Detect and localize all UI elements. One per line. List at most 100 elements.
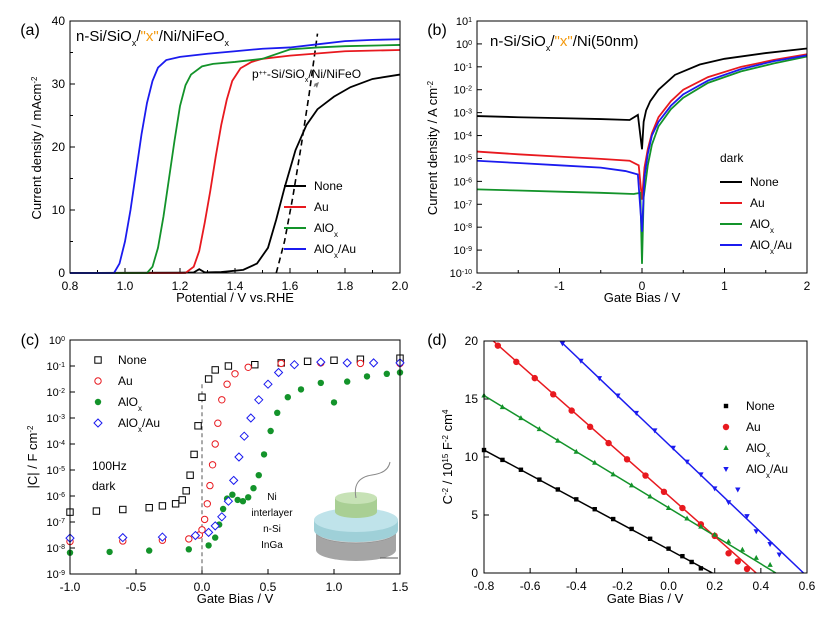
data-point-aloxau bbox=[210, 521, 220, 531]
series-line-aloxau bbox=[476, 54, 808, 232]
y-tick-label: 10-6 bbox=[454, 176, 473, 188]
data-point-alox bbox=[363, 373, 371, 380]
reference-curve bbox=[275, 33, 319, 274]
data-point-au bbox=[208, 461, 217, 469]
data-point-au bbox=[679, 504, 686, 512]
panel-title: n-Si/SiOx/"x"/Ni(50nm) bbox=[490, 33, 639, 53]
y-tick-label: 10-3 bbox=[47, 413, 66, 425]
data-point-none bbox=[303, 357, 312, 366]
data-point-alox bbox=[725, 538, 732, 544]
y-tick-label: 10-3 bbox=[454, 108, 473, 120]
y-tick-label: 5 bbox=[471, 508, 478, 522]
data-point-alox bbox=[344, 378, 351, 385]
legend-label: AlOx bbox=[750, 217, 774, 235]
data-point-alox bbox=[383, 370, 390, 377]
data-point-none bbox=[680, 553, 685, 559]
x-tick-label: 0.0 bbox=[194, 580, 211, 594]
plot-frame bbox=[483, 340, 808, 574]
data-point-none bbox=[611, 516, 616, 522]
y-tick-label: 10-7 bbox=[454, 199, 473, 211]
series-line-aloxau bbox=[70, 38, 401, 274]
x-tick-label: 1.6 bbox=[282, 279, 299, 293]
data-point-none bbox=[592, 507, 597, 512]
data-point-au bbox=[550, 391, 557, 398]
data-point-alox bbox=[499, 404, 506, 410]
data-point-aloxau bbox=[254, 395, 264, 405]
data-point-alox bbox=[106, 548, 113, 556]
legend-marker bbox=[94, 356, 102, 364]
y-tick-label: 20 bbox=[465, 334, 479, 348]
x-tick-label: 1 bbox=[721, 279, 728, 293]
dark-note: dark bbox=[92, 479, 116, 493]
y-tick-label: 100 bbox=[49, 335, 65, 347]
legend-marker bbox=[723, 403, 729, 409]
data-point-aloxau bbox=[368, 358, 379, 368]
fit-line-aloxau bbox=[559, 341, 805, 573]
data-point-aloxau bbox=[217, 512, 227, 522]
x-tick-label: -1.0 bbox=[60, 580, 81, 594]
legend-label: AlOx/Au bbox=[314, 242, 356, 260]
plot-frame bbox=[476, 20, 808, 274]
y-tick-label: 10-8 bbox=[454, 222, 473, 234]
data-point-aloxau bbox=[725, 500, 732, 506]
data-point-alox bbox=[267, 427, 274, 435]
data-point-none bbox=[666, 546, 671, 551]
data-point-au bbox=[244, 363, 252, 371]
device-layer-label: InGa bbox=[261, 540, 283, 551]
y-tick-label: 20 bbox=[52, 140, 66, 154]
data-point-aloxau bbox=[118, 532, 128, 543]
data-point-aloxau bbox=[316, 357, 326, 367]
data-point-aloxau bbox=[753, 529, 759, 535]
panel-label: (a) bbox=[20, 22, 40, 39]
data-point-au bbox=[356, 359, 365, 368]
data-point-alox bbox=[592, 459, 598, 465]
data-point-aloxau bbox=[652, 428, 658, 434]
data-point-au bbox=[223, 380, 231, 388]
data-point-alox bbox=[297, 386, 305, 393]
data-point-au bbox=[725, 550, 732, 557]
x-axis-label: Potential / V vs.RHE bbox=[176, 290, 294, 305]
legend-label: Au bbox=[746, 420, 761, 434]
x-tick-label: -0.2 bbox=[612, 579, 633, 593]
data-point-aloxau bbox=[559, 341, 566, 347]
data-point-aloxau bbox=[223, 496, 234, 506]
data-point-aloxau bbox=[246, 413, 256, 423]
data-point-none bbox=[647, 536, 653, 541]
x-axis-label: Gate Bias / V bbox=[604, 290, 681, 305]
y-axis-label: C-2 / 1015 F-2 cm4 bbox=[440, 409, 455, 504]
x-axis-label: Gate Bias / V bbox=[607, 591, 684, 606]
legend-label: AlOx/Au bbox=[746, 462, 788, 480]
data-point-none bbox=[518, 467, 524, 472]
data-point-alox bbox=[573, 448, 579, 454]
data-point-aloxau bbox=[670, 445, 676, 451]
panel-b: -2 -1 0 1 2 10-10 10-9 10-8 10-7 10-6 10-5 10-4 10-3… bbox=[425, 16, 811, 305]
data-point-au bbox=[206, 481, 214, 490]
y-axis-label: Current density / A cm-2 bbox=[425, 80, 440, 215]
data-point-alox bbox=[628, 482, 635, 488]
series-line-alox bbox=[70, 44, 401, 274]
y-tick-label: 10-4 bbox=[454, 131, 473, 143]
data-point-aloxau bbox=[735, 487, 741, 493]
device-layer-label: interlayer bbox=[251, 508, 293, 519]
y-tick-label: 10-1 bbox=[454, 62, 473, 74]
data-point-alox bbox=[536, 426, 543, 432]
data-point-aloxau bbox=[263, 379, 273, 389]
y-tick-label: 0 bbox=[58, 266, 65, 280]
plot-frame bbox=[69, 339, 401, 575]
series-line-au bbox=[70, 49, 401, 274]
x-tick-label: -2 bbox=[472, 279, 483, 293]
data-point-au bbox=[605, 439, 612, 447]
legend-label: AlOx bbox=[118, 395, 142, 413]
data-point-aloxau bbox=[684, 459, 690, 465]
legend-marker bbox=[93, 418, 103, 428]
data-point-none bbox=[537, 477, 542, 482]
data-point-alox bbox=[698, 523, 704, 529]
data-point-alox bbox=[234, 496, 241, 504]
data-point-au bbox=[185, 535, 193, 543]
legend-marker bbox=[94, 377, 102, 385]
y-tick-label: 101 bbox=[456, 16, 472, 28]
data-point-au bbox=[743, 565, 751, 573]
x-tick-label: 1.0 bbox=[117, 279, 134, 293]
